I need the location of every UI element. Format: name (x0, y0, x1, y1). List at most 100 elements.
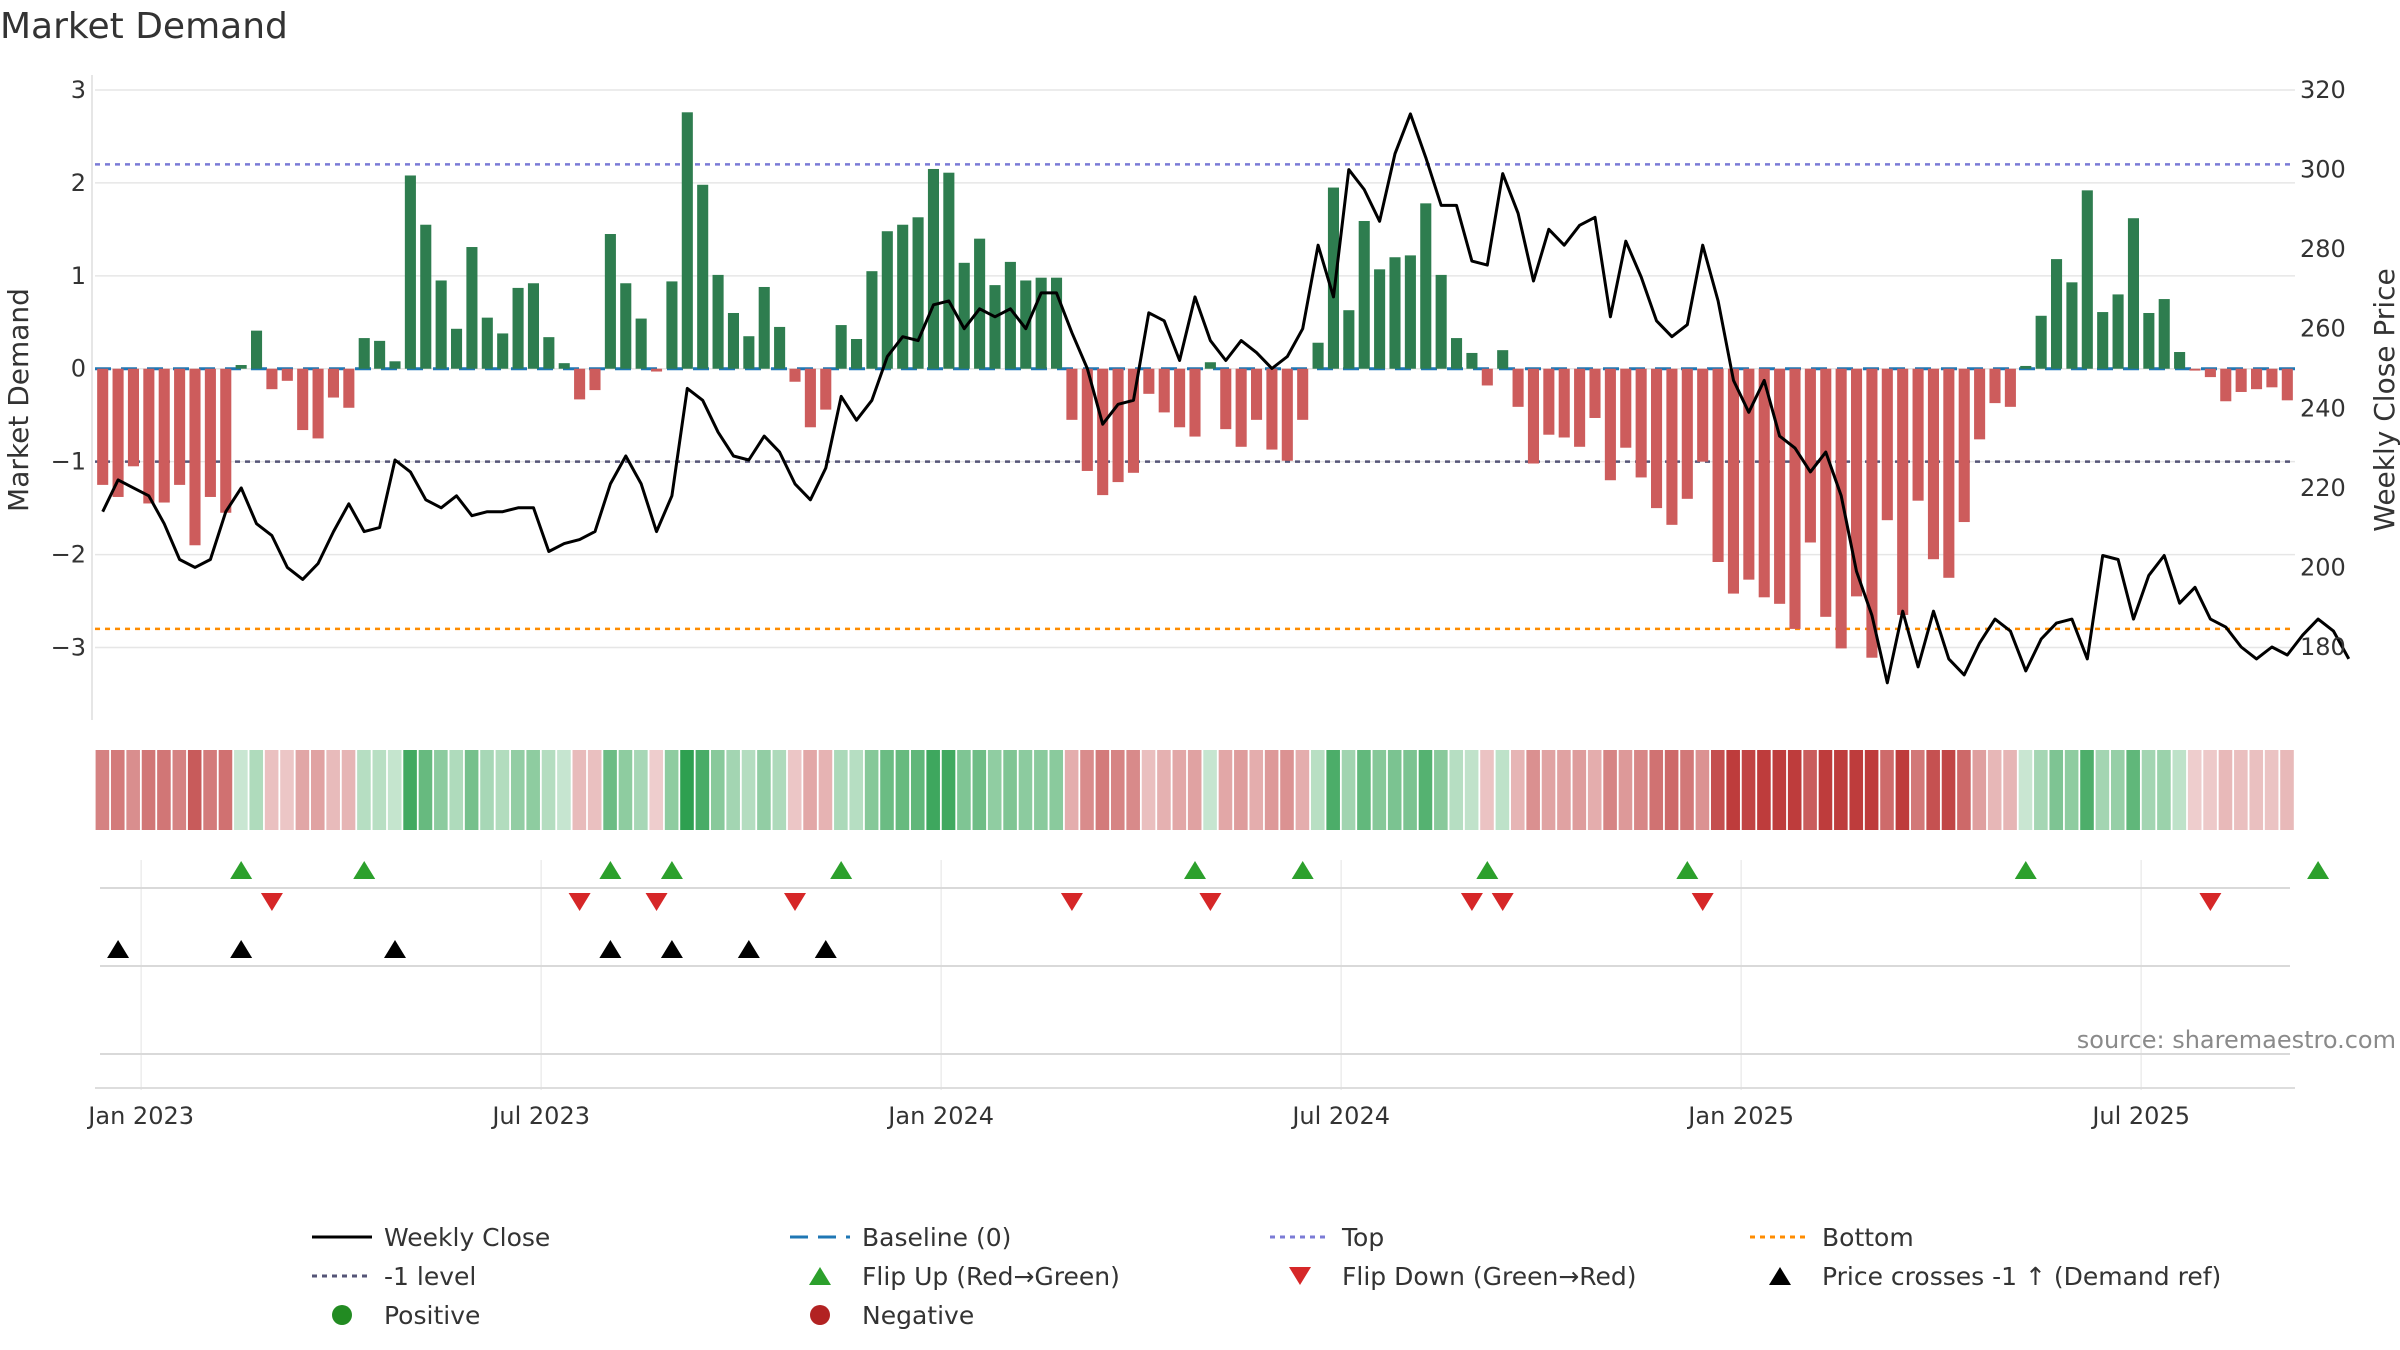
heat-cell (1987, 750, 2002, 830)
heat-cell (1726, 750, 1740, 830)
demand-bar (1497, 350, 1509, 369)
flip-up-marker (1184, 861, 1206, 879)
demand-bar (1866, 368, 1878, 658)
heat-cell (1095, 750, 1110, 830)
heat-cell (2187, 750, 2202, 830)
demand-bar (1127, 368, 1139, 473)
heat-cell (726, 750, 740, 830)
heat-cell (1295, 750, 1310, 830)
heat-cell (1849, 750, 1864, 830)
legend-label: Negative (862, 1301, 974, 1330)
flip-up-marker (1476, 861, 1499, 879)
heat-cell (1172, 750, 1187, 830)
heat-cell (2003, 750, 2017, 830)
demand-bar (1097, 368, 1109, 496)
demand-bar (1912, 368, 1924, 501)
heat-cell (2110, 750, 2125, 830)
demand-bar (1143, 368, 1155, 394)
demand-bar (1281, 368, 1293, 461)
demand-bars (97, 112, 2293, 658)
demand-bar (1681, 368, 1693, 499)
axes: 3 2 1 0 −1 −2 −3 320 300 280 260 240 220 200 180 Jan 20… (51, 75, 2346, 1130)
heat-cell (710, 750, 725, 830)
heat-cell (157, 750, 171, 830)
y-tick-label: 1 (71, 262, 86, 290)
demand-bar (374, 340, 386, 369)
legend-item: Positive (332, 1301, 480, 1330)
demand-bar (2051, 259, 2063, 369)
demand-bar (1512, 368, 1524, 407)
heat-cell (1941, 750, 1956, 830)
demand-bar (1081, 368, 1093, 471)
heat-cell (864, 750, 879, 830)
legend-item: Baseline (0) (790, 1223, 1011, 1252)
demand-bar (558, 363, 570, 369)
heat-cell (1957, 750, 1971, 830)
flip-up-marker (1676, 861, 1699, 879)
demand-bar (1635, 368, 1647, 478)
y-tick-label: 3 (71, 76, 86, 104)
heat-cell (541, 750, 556, 830)
weekly-close-polyline (101, 112, 2351, 685)
x-tick-label: Jan 2023 (86, 1102, 194, 1130)
demand-bar (1004, 261, 1016, 369)
demand-bar (1312, 342, 1324, 369)
heat-cell (849, 750, 864, 830)
heat-cell (772, 750, 787, 830)
demand-bar (1327, 187, 1339, 369)
heat-cell (434, 750, 448, 830)
heat-cell (1418, 750, 1433, 830)
event-markers (107, 861, 2330, 958)
heat-cell (1387, 750, 1402, 830)
demand-bar (204, 368, 216, 497)
heat-cell (387, 750, 402, 830)
demand-bar (2174, 352, 2186, 369)
heat-cell (649, 750, 664, 830)
demand-bar (958, 262, 970, 369)
demand-bar (2158, 299, 2170, 369)
demand-bar (1466, 352, 1478, 369)
y-tick-label: −3 (51, 633, 86, 661)
demand-bar (1727, 368, 1739, 594)
demand-bar (1035, 277, 1047, 369)
heat-cell (1110, 750, 1125, 830)
legend-label: Price crosses -1 ↑ (Demand ref) (1822, 1262, 2221, 1291)
demand-bar (912, 217, 924, 369)
heat-cell (1480, 750, 1494, 830)
flip-up-marker (830, 861, 853, 879)
demand-bar (251, 330, 263, 369)
heat-cell (1541, 750, 1556, 830)
heat-cell (1664, 750, 1679, 830)
heat-cell (1880, 750, 1894, 830)
demand-bar (989, 285, 1001, 369)
flip-down-marker (1460, 893, 1483, 911)
demand-bar (1743, 368, 1755, 580)
heat-cell (895, 750, 910, 830)
heat-cell (357, 750, 371, 830)
heat-cell (1141, 750, 1156, 830)
demand-bar (1620, 368, 1632, 448)
y-tick-label: −2 (51, 541, 86, 569)
heat-cell (2018, 750, 2033, 830)
demand-bar (2112, 294, 2124, 369)
demand-bar (1774, 368, 1786, 604)
demand-bar (1789, 368, 1801, 629)
demand-bar (1358, 221, 1370, 369)
legend: Weekly Close Baseline (0) Top Bottom -1 leve… (312, 1223, 2221, 1330)
heat-cell (618, 750, 633, 830)
demand-bar (435, 280, 447, 369)
flip-up-marker (353, 861, 376, 879)
legend-item: -1 level (312, 1262, 476, 1291)
heat-cell (418, 750, 433, 830)
demand-bar (297, 368, 309, 431)
demand-bar (1574, 368, 1586, 447)
heat-cell (464, 750, 479, 830)
legend-swatch-triangle-up (1769, 1267, 1791, 1285)
x-tick-label: Jul 2024 (1290, 1102, 1390, 1130)
heat-cell (1972, 750, 1987, 830)
demand-bar (281, 368, 293, 381)
demand-bar (1251, 368, 1263, 420)
demand-bar (1820, 368, 1832, 617)
legend-item: Flip Up (Red→Green) (809, 1262, 1120, 1291)
y2-axis-label: Weekly Close Price (2368, 268, 2400, 531)
